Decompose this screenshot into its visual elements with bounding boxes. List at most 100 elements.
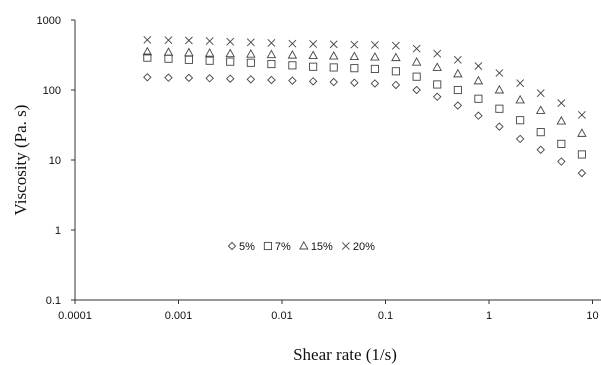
legend-marker [227, 241, 237, 251]
axes [74, 20, 601, 301]
legend: 5% 7% 15% 20% [227, 240, 375, 253]
data-point [495, 69, 504, 77]
data-point [287, 49, 298, 59]
data-point [308, 77, 318, 86]
data-point [143, 73, 152, 82]
x-tick-label: 0.001 [165, 310, 193, 322]
legend-label: 5% [239, 241, 255, 253]
data-point [412, 85, 421, 95]
y-tick-label: 1 [55, 225, 61, 237]
legend-label: 7% [275, 241, 291, 253]
data-point [288, 39, 297, 48]
data-point [515, 94, 525, 104]
legend-label: 20% [353, 241, 375, 253]
data-point [432, 92, 442, 102]
data-point [494, 84, 505, 94]
data-point [370, 41, 379, 49]
x-tick-label: 10 [586, 310, 598, 322]
data-point [246, 75, 256, 84]
data-point [453, 55, 462, 64]
legend-marker [263, 241, 272, 251]
data-point [164, 73, 173, 82]
data-point [246, 38, 255, 47]
x-tick-labels: 0.0001 0.001 0.01 0.1 1 10 [58, 300, 599, 322]
data-point [308, 50, 318, 60]
data-point [205, 56, 214, 65]
data-point [536, 89, 545, 98]
data-point [309, 40, 318, 48]
y-tick-label: 0.1 [46, 295, 61, 307]
data-point [349, 51, 360, 61]
data-point [143, 53, 152, 62]
data-point [184, 73, 194, 83]
data-point [163, 47, 174, 56]
data-point [474, 62, 483, 70]
data-point [556, 115, 567, 125]
data-point [557, 157, 566, 166]
data-point [453, 101, 463, 110]
series-diamond [143, 73, 587, 178]
data-point [350, 40, 359, 49]
data-point [329, 77, 338, 87]
y-tick-label: 100 [43, 85, 61, 97]
data-point [412, 72, 421, 81]
x-tick-label: 0.01 [271, 310, 292, 322]
data-point [474, 94, 483, 103]
data-point [184, 55, 193, 64]
data-point [370, 51, 380, 61]
data-point [288, 76, 297, 85]
legend-label: 15% [311, 241, 333, 253]
data-point [370, 64, 379, 73]
data-point [184, 47, 194, 57]
data-point [433, 49, 442, 58]
data-point [225, 48, 235, 58]
data-point [164, 54, 173, 63]
data-point [495, 122, 504, 131]
legend-item: 5% [227, 241, 255, 253]
data-point [453, 68, 463, 78]
data-point [329, 40, 338, 49]
data-point [391, 67, 400, 76]
data-point [246, 49, 256, 58]
data-point [267, 75, 276, 85]
data-point [473, 75, 484, 85]
legend-marker [299, 240, 309, 250]
data-point [557, 99, 566, 108]
series-triangle [142, 46, 587, 137]
data-point [515, 134, 525, 144]
series-square [143, 53, 586, 159]
data-point [266, 49, 277, 59]
data-point [536, 145, 545, 155]
data-point [453, 85, 462, 95]
data-point [391, 80, 401, 90]
legend-item: 7% [263, 241, 291, 253]
data-point [143, 35, 152, 44]
legend-marker [341, 242, 350, 250]
data-point [535, 105, 546, 114]
y-tick-label: 10 [49, 155, 61, 167]
data-point [495, 104, 504, 113]
data-point [577, 128, 587, 137]
data-point [577, 168, 587, 178]
legend-item: 20% [341, 241, 375, 253]
data-point [226, 57, 235, 66]
data-point [246, 58, 255, 67]
x-tick-label: 0.0001 [58, 310, 92, 322]
data-point [164, 36, 173, 45]
y-axis-title: Viscosity (Pa. s) [11, 105, 30, 216]
data-point [328, 50, 339, 60]
data-point [350, 64, 359, 73]
data-point [557, 139, 566, 148]
data-point [516, 79, 525, 88]
data-point [474, 111, 483, 120]
data-point [391, 41, 400, 50]
data-point [226, 37, 235, 46]
data-point [142, 46, 153, 56]
data-point [411, 57, 422, 66]
data-point [205, 74, 214, 83]
data-point [225, 74, 235, 83]
x-tick-label: 0.1 [378, 310, 393, 322]
data-point [329, 63, 338, 72]
data-point [391, 52, 401, 62]
